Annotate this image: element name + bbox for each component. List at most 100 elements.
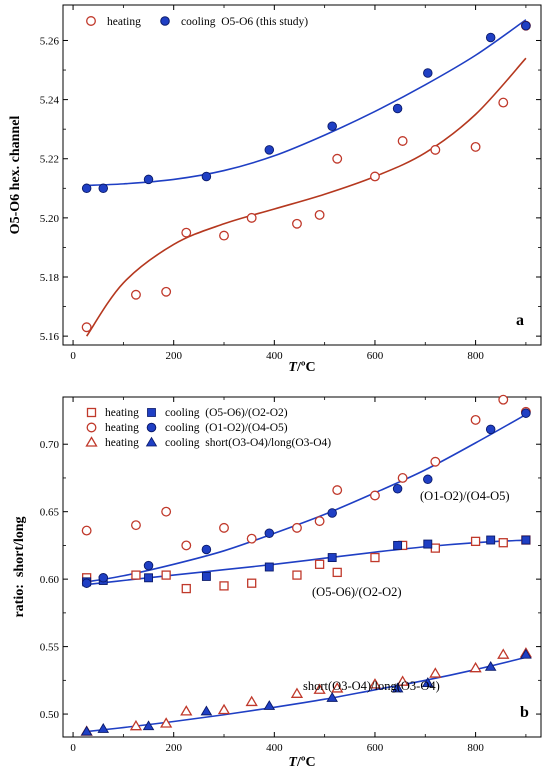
data-point-open-circle [314,516,325,527]
data-point-filled-circle [201,544,212,555]
legend-cooling-label: cooling O5-O6 (this study) [181,16,308,28]
y-tick-label: 5.22 [40,154,59,166]
data-point-filled-circle [327,508,337,518]
panel-b-y-ticks: 0.50 0.55 0.60 0.65 0.70 [40,439,541,721]
panel-a-y-ticks: 5.16 5.18 5.20 5.22 5.24 5.26 [40,35,541,343]
data-point-filled-circle [521,20,531,31]
data-point-filled-triangle [97,723,110,733]
data-point-filled-circle [143,174,154,185]
data-point-open-circle [314,209,325,220]
data-point-filled-square [423,539,433,549]
panel-a-x-ticks: 0 200 400 600 800 [70,5,527,362]
data-point-open-circle [181,227,192,238]
data-point-filled-triangle [142,720,155,731]
data-point-open-square [430,543,440,553]
data-point-open-circle [332,153,343,164]
data-point-open-square [332,567,342,578]
data-point-open-circle [131,289,141,300]
x-tick-label: 200 [165,742,182,754]
x-tick-label: 400 [266,742,283,754]
legend-cooling-marker [160,16,170,26]
data-point-filled-circle [264,145,275,155]
data-point-open-circle [430,456,441,467]
data-point-filled-circle [98,573,109,583]
data-point-open-square [498,538,508,548]
panel-b-letter: b [520,704,529,721]
panel-b-x-title-var: T [288,755,298,770]
data-point-open-triangle [245,695,258,707]
data-point-filled-square [486,535,496,545]
data-point-open-triangle [497,648,510,659]
legend-circle-cooling-label: cooling (O1-O2)/(O4-O5) [165,422,288,434]
data-point-filled-square [393,540,403,550]
data-point-open-circle [470,141,481,152]
panel-b-x-title-unit: /ºC [296,755,316,770]
legend-square-cooling-label: cooling (O5-O6)/(O2-O2) [165,407,288,419]
data-point-filled-triangle [391,682,404,693]
data-point-open-circle [81,322,92,333]
data-point-open-circle [397,473,408,483]
y-tick-label: 5.16 [40,331,60,343]
panel-a-x-title-unit: /ºC [296,360,316,375]
panel-a-data-points [81,20,531,333]
data-point-open-circle [161,506,172,517]
data-point-open-square [131,570,141,580]
data-point-open-triangle [290,687,304,698]
data-point-filled-circle [98,183,109,194]
annotation-o5o6-o2o2: (O5-O6)/(O2-O2) [312,585,402,599]
x-tick-label: 600 [367,350,384,362]
legend-triangle-heating-marker [85,436,98,447]
data-point-filled-circle [485,32,496,43]
data-point-open-circle [332,485,343,496]
data-point-open-triangle [129,719,143,731]
y-tick-label: 0.55 [40,642,60,654]
y-tick-label: 5.20 [40,213,60,225]
x-tick-label: 0 [70,742,76,754]
legend-circle-cooling-marker [146,422,157,433]
data-point-filled-circle [264,528,275,539]
panel-b-chart: 0.50 0.55 0.60 0.65 0.70 0 200 400 600 800 heati… [12,394,542,770]
data-point-filled-circle [423,474,433,485]
data-point-open-circle [219,230,229,241]
panel-a-plot-frame [62,4,542,346]
legend-triangle-cooling-marker [145,436,158,447]
y-tick-label: 0.50 [40,709,60,721]
panel-a-letter: a [516,312,524,329]
data-point-open-square [219,581,229,591]
data-point-open-circle [131,520,141,531]
panel-b-legend: heating cooling (O5-O6)/(O2-O2) heating … [85,407,331,449]
data-point-filled-square [144,573,153,583]
data-point-open-circle [498,394,509,405]
data-point-open-circle [370,171,380,182]
x-tick-label: 800 [467,742,484,754]
legend-heating-marker [86,16,96,26]
data-point-filled-square [264,562,274,572]
data-point-open-triangle [469,661,482,673]
data-point-open-circle [181,540,192,551]
data-point-filled-circle [143,560,154,571]
data-point-filled-triangle [484,660,497,671]
fit-curve [86,656,527,733]
data-point-filled-square [201,571,211,581]
panel-a-x-title-var: T [288,360,298,375]
data-point-open-square [370,552,380,563]
panel-b-y-axis-title: ratio: short/long [12,516,27,617]
data-point-open-circle [370,490,380,501]
data-point-filled-circle [521,408,531,418]
data-point-open-circle [470,414,481,425]
data-point-open-circle [81,525,92,536]
data-point-open-circle [246,533,257,544]
data-point-open-triangle [217,703,231,715]
data-point-open-circle [292,522,302,533]
annotation-o1o2-o4o5: (O1-O2)/(O4-O5) [420,489,510,503]
data-point-open-circle [498,97,509,108]
legend-heating-label: heating [107,16,141,28]
y-tick-label: 0.60 [40,574,60,586]
data-point-filled-triangle [200,705,213,716]
data-point-open-circle [397,136,408,146]
x-tick-label: 400 [266,350,283,362]
legend-triangle-heating-label: heating [105,437,139,449]
data-point-open-circle [246,212,257,223]
data-point-filled-circle [392,483,403,494]
data-point-open-triangle [368,678,382,689]
